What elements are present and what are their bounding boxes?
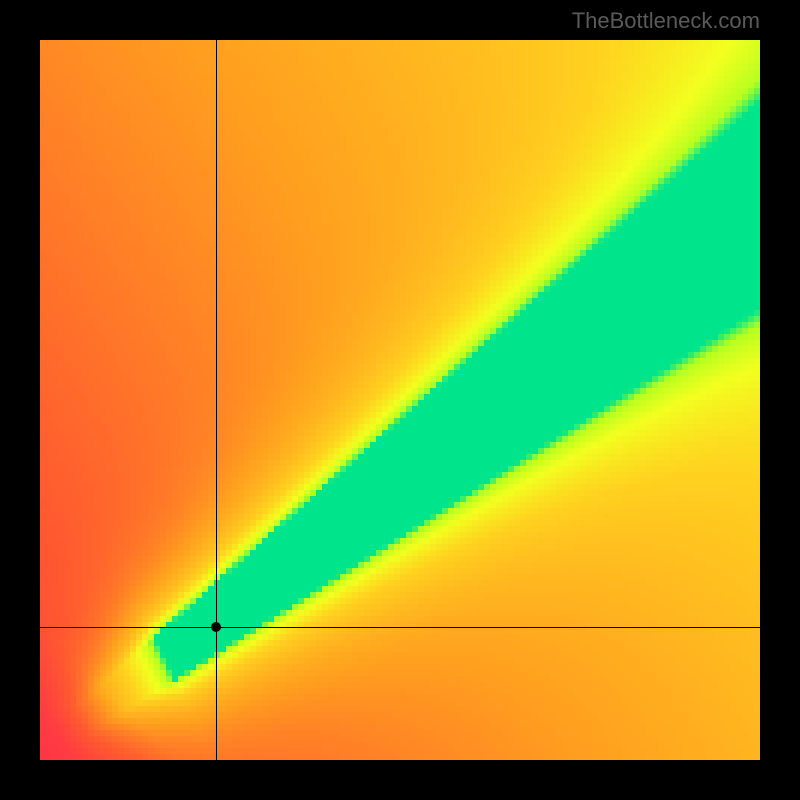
heatmap-canvas — [40, 40, 760, 760]
crosshair-vertical — [216, 40, 217, 760]
bottleneck-heatmap-plot — [40, 40, 760, 760]
crosshair-horizontal — [40, 627, 760, 628]
watermark-text: TheBottleneck.com — [572, 8, 760, 34]
crosshair-point — [211, 622, 221, 632]
